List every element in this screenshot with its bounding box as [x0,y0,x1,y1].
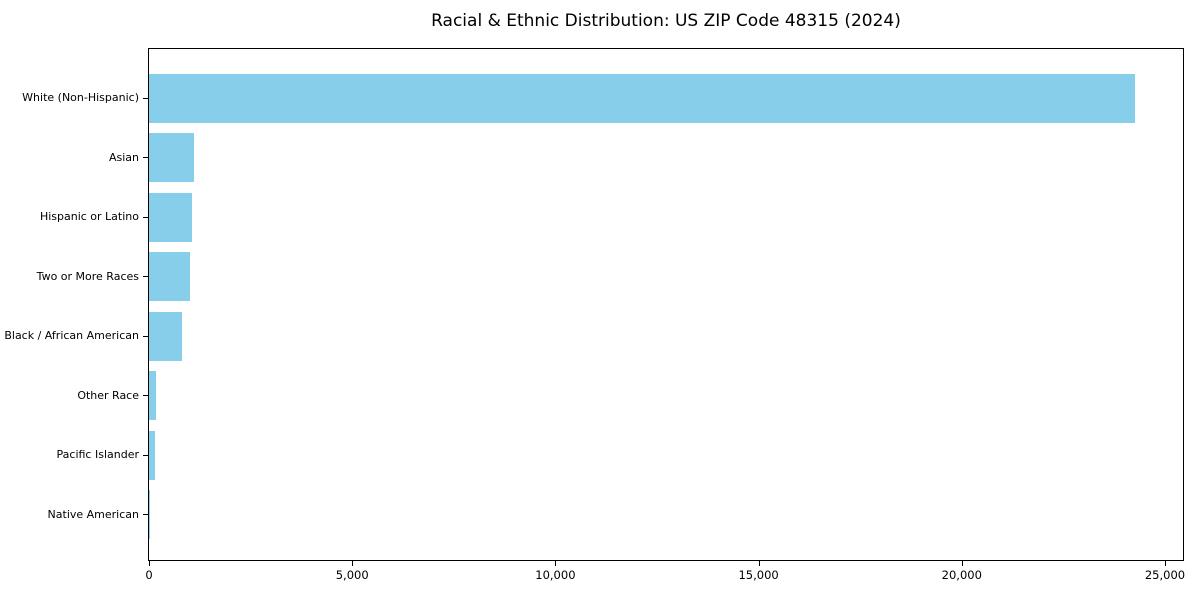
y-tick-label: Pacific Islander [56,448,139,462]
y-tick-label: Two or More Races [36,269,139,283]
x-tick-label: 25,000 [1144,568,1186,582]
chart-title: Racial & Ethnic Distribution: US ZIP Cod… [431,11,901,31]
x-tick-label: 20,000 [941,568,982,582]
x-tick-mark [352,561,354,566]
x-tick-label: 0 [145,568,153,582]
x-tick-mark [555,561,557,566]
x-tick-mark [758,561,760,566]
x-tick-mark [1164,561,1166,566]
y-tick-mark [143,514,149,516]
bar [149,490,150,540]
plot-area [148,48,1184,561]
y-tick-label: Native American [47,507,139,521]
x-tick-label: 5,000 [335,568,369,582]
bar [149,133,194,183]
x-tick-mark [961,561,963,566]
y-tick-label: Other Race [77,388,139,402]
y-tick-mark [143,395,149,397]
y-tick-label: Black / African American [4,329,139,343]
y-tick-mark [143,97,149,99]
y-tick-mark [143,216,149,218]
bar [149,73,1135,123]
x-tick-label: 15,000 [738,568,779,582]
y-tick-mark [143,454,149,456]
y-tick-label: Asian [108,150,139,164]
y-tick-mark [143,157,149,159]
y-tick-mark [143,335,149,337]
bar [149,430,156,480]
y-tick-label: White (Non-Hispanic) [22,91,139,104]
bar [149,311,182,361]
x-tick-label: 10,000 [535,568,576,582]
bar [149,192,192,242]
bar [149,252,190,302]
y-tick-label: Hispanic or Latino [39,210,139,224]
bar [149,371,156,421]
x-tick-mark [149,561,150,566]
y-tick-mark [143,276,149,278]
